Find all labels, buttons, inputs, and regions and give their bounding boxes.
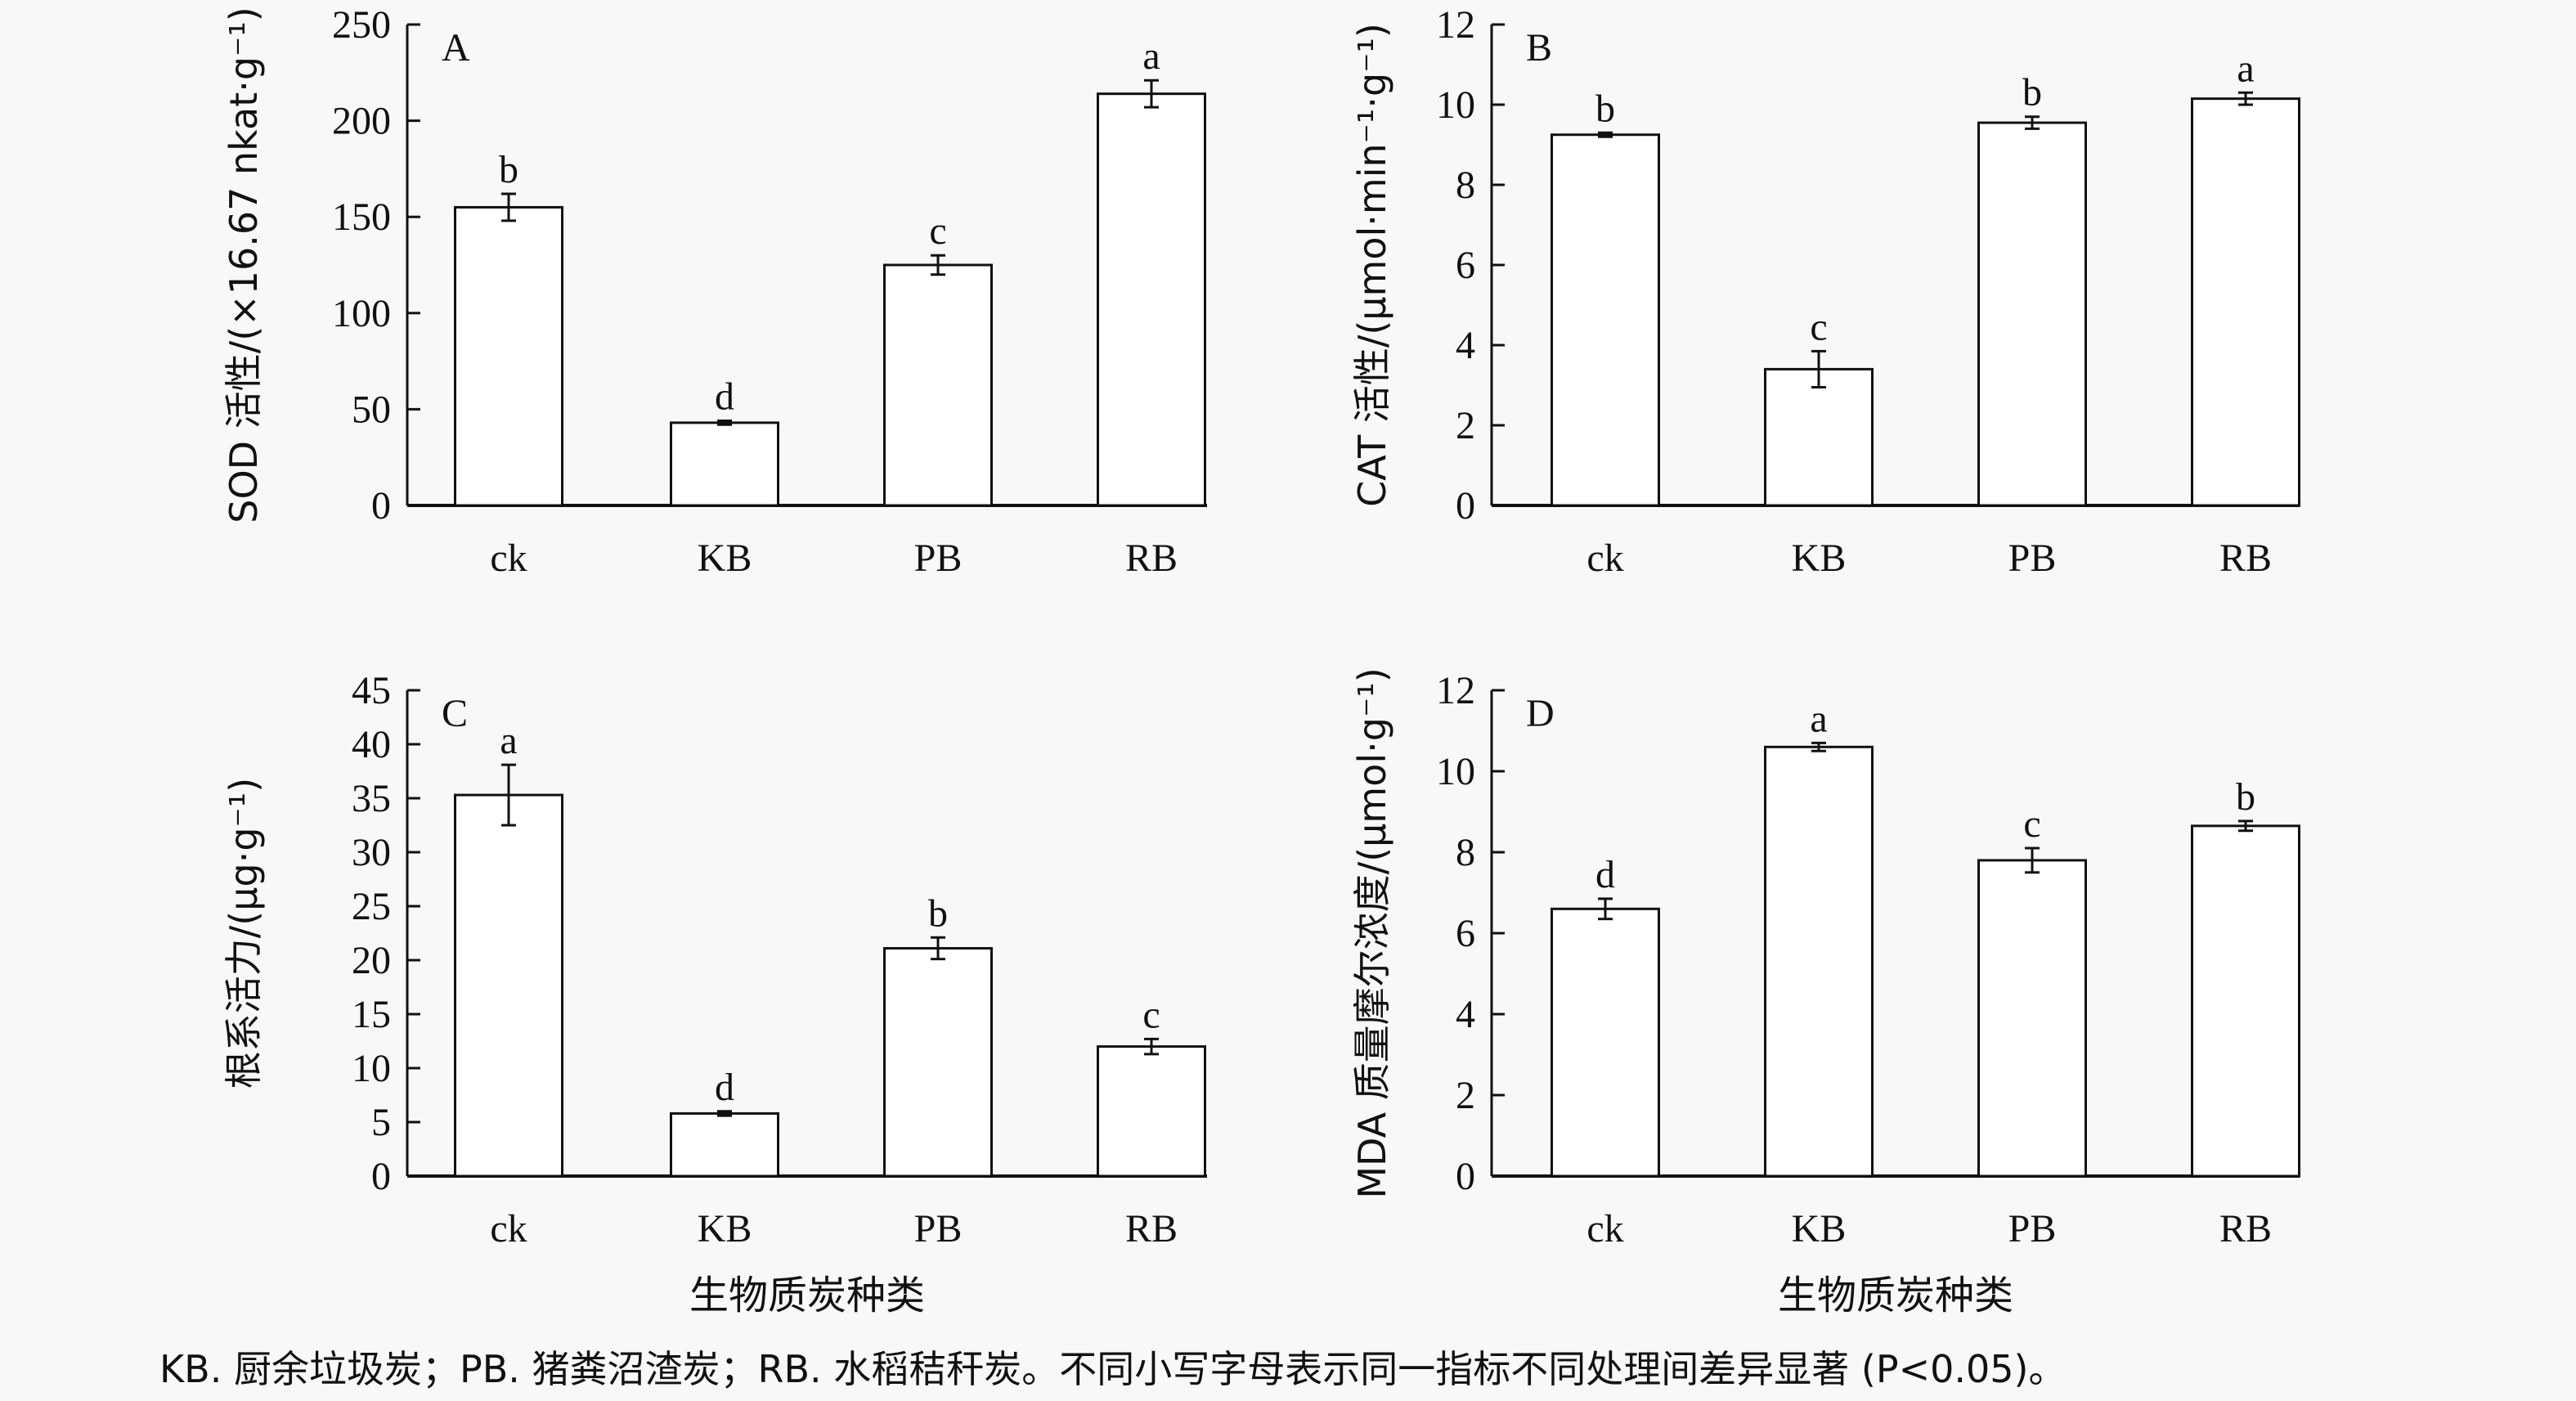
x-tick-label: RB — [2219, 1207, 2272, 1251]
significance-letter: b — [1595, 87, 1615, 130]
y-tick-label: 10 — [1436, 750, 1475, 793]
y-tick-label: 12 — [1436, 669, 1475, 712]
significance-letter: a — [2237, 47, 2254, 90]
x-tick-label: PB — [914, 1207, 963, 1251]
x-tick-label: KB — [698, 1207, 752, 1251]
y-axis-label: SOD 活性/(×16.67 nkat·g⁻¹) — [222, 7, 266, 523]
y-tick-label: 6 — [1456, 912, 1475, 955]
y-tick-label: 2 — [1456, 404, 1475, 447]
bar — [1551, 907, 1660, 1178]
y-tick-label: 2 — [1456, 1074, 1475, 1117]
y-tick-label: 15 — [352, 993, 391, 1036]
x-tick-label: PB — [2008, 537, 2057, 580]
y-tick-label: 200 — [332, 100, 391, 143]
x-tick-label: ck — [490, 537, 527, 580]
bar — [2191, 97, 2300, 507]
x-tick-label: RB — [2219, 537, 2272, 580]
panel-d: 0 2 4 6 8 10 12 D MDA 质量摩尔浓度/(μmol·g⁻¹) d ck a KB c PB… — [1350, 667, 2300, 1318]
significance-letter: c — [1142, 993, 1160, 1036]
x-axis-label: 生物质炭种类 — [689, 1273, 925, 1318]
y-tick-label: 35 — [352, 777, 391, 820]
bar — [1764, 367, 1874, 507]
y-tick-label: 12 — [1436, 3, 1475, 47]
x-tick-label: PB — [914, 537, 963, 580]
bar — [1764, 745, 1874, 1178]
panel-label: C — [442, 692, 468, 735]
panel-c: 0 5 10 15 20 25 30 35 40 45 C 根系活力/(μg·g⁻¹) a ck d KB b P… — [222, 669, 1207, 1318]
bar — [670, 421, 779, 507]
y-tick-label: 150 — [332, 195, 391, 239]
significance-letter: b — [928, 891, 948, 935]
significance-letter: c — [929, 209, 946, 253]
y-tick-label: 8 — [1456, 831, 1475, 874]
significance-letter: b — [2022, 71, 2042, 115]
x-axis-label: 生物质炭种类 — [1778, 1273, 2013, 1318]
bar — [1977, 859, 2087, 1178]
y-tick-label: 0 — [1456, 484, 1475, 528]
significance-letter: b — [2236, 775, 2255, 819]
significance-letter: d — [715, 1066, 734, 1109]
bar — [883, 263, 993, 507]
bar — [454, 205, 563, 507]
y-tick-label: 0 — [1456, 1155, 1475, 1198]
panel-label: A — [442, 26, 470, 70]
x-tick-label: KB — [698, 537, 752, 580]
significance-letter: c — [1810, 305, 1827, 348]
y-axis-label: 根系活力/(μg·g⁻¹) — [222, 778, 266, 1089]
y-tick-label: 45 — [352, 669, 391, 712]
x-tick-label: KB — [1792, 537, 1847, 580]
y-tick-label: 5 — [371, 1101, 391, 1144]
bar — [1097, 92, 1206, 507]
significance-letter: c — [2023, 802, 2040, 846]
caption: KB. 厨余垃圾炭；PB. 猪粪沼渣炭；RB. 水稻秸秆炭。不同小写字母表示同一… — [159, 1347, 2067, 1391]
bar — [1097, 1045, 1206, 1178]
y-tick-label: 10 — [352, 1047, 391, 1090]
bar — [1977, 121, 2087, 507]
bar — [2191, 824, 2300, 1178]
y-tick-label: 25 — [352, 885, 391, 928]
panel-a: 0 50 100 150 200 250 A SOD 活性/(×16.67 nkat·g⁻¹)… — [222, 3, 1207, 580]
y-axis-label: MDA 质量摩尔浓度/(μmol·g⁻¹) — [1350, 667, 1394, 1198]
x-tick-label: ck — [1586, 537, 1623, 580]
y-tick-label: 10 — [1436, 83, 1475, 127]
bar — [883, 946, 993, 1178]
y-tick-label: 100 — [332, 292, 391, 335]
y-tick-label: 250 — [332, 3, 391, 47]
significance-letter: d — [715, 375, 734, 419]
significance-letter: b — [499, 148, 518, 191]
x-tick-label: ck — [1586, 1207, 1623, 1251]
y-tick-label: 20 — [352, 939, 391, 982]
y-tick-label: 6 — [1456, 244, 1475, 287]
x-tick-label: RB — [1125, 537, 1178, 580]
y-tick-label: 4 — [1456, 324, 1475, 367]
x-tick-label: KB — [1792, 1207, 1847, 1251]
bar — [670, 1111, 779, 1178]
significance-letter: a — [1142, 34, 1160, 78]
y-axis-label: CAT 活性/(μmol·min⁻¹·g⁻¹) — [1350, 23, 1394, 507]
bar — [1551, 133, 1660, 507]
bar — [454, 793, 563, 1178]
significance-letter: a — [500, 719, 517, 762]
panel-b: 0 2 4 6 8 10 12 B CAT 活性/(μmol·min⁻¹·g⁻¹) b ck c KB b… — [1350, 3, 2300, 580]
panel-label: D — [1526, 692, 1555, 735]
y-tick-label: 8 — [1456, 164, 1475, 207]
y-tick-label: 40 — [352, 723, 391, 766]
x-tick-label: ck — [490, 1207, 527, 1251]
y-tick-label: 30 — [352, 831, 391, 874]
y-tick-label: 4 — [1456, 993, 1475, 1036]
panel-label: B — [1526, 26, 1552, 70]
significance-letter: a — [1810, 697, 1827, 740]
significance-letter: d — [1595, 853, 1615, 896]
x-tick-label: RB — [1125, 1207, 1178, 1251]
y-tick-label: 0 — [371, 1155, 391, 1198]
x-tick-label: PB — [2008, 1207, 2057, 1251]
y-tick-label: 50 — [352, 388, 391, 431]
y-tick-label: 0 — [371, 484, 391, 528]
